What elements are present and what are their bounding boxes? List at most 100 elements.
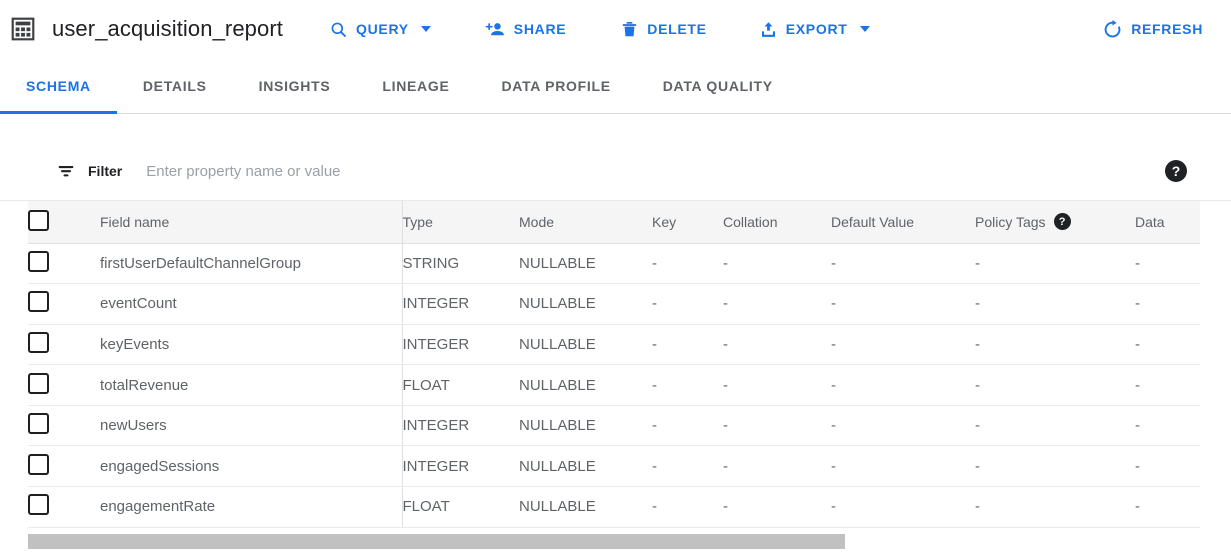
- row-select-cell: [28, 243, 100, 285]
- horizontal-scrollbar[interactable]: [28, 534, 1200, 549]
- query-button-label: QUERY: [356, 21, 409, 37]
- page-title: user_acquisition_report: [52, 16, 283, 41]
- table-header-row: Field name Type Mode Key Collation Defau…: [28, 201, 1200, 244]
- filter-label: Filter: [88, 163, 123, 179]
- row-select-cell: [28, 324, 100, 366]
- table-row[interactable]: totalRevenue FLOAT NULLABLE - - - - -: [28, 364, 1200, 406]
- tab-lineage[interactable]: LINEAGE: [356, 58, 475, 113]
- cell-policy-tags: -: [975, 364, 1135, 406]
- help-icon[interactable]: ?: [1165, 160, 1187, 182]
- row-checkbox[interactable]: [28, 291, 49, 313]
- row-checkbox[interactable]: [28, 372, 49, 394]
- cell-collation: -: [723, 486, 831, 528]
- tab-insights[interactable]: INSIGHTS: [233, 58, 357, 113]
- column-header-mode[interactable]: Mode: [519, 201, 652, 244]
- column-header-field-name[interactable]: Field name: [100, 201, 402, 244]
- cell-type: FLOAT: [402, 364, 519, 406]
- table-row[interactable]: newUsers INTEGER NULLABLE - - - - -: [28, 405, 1200, 447]
- table-row[interactable]: keyEvents INTEGER NULLABLE - - - - -: [28, 324, 1200, 366]
- policy-tags-help-icon[interactable]: ?: [1053, 213, 1071, 231]
- cell-type: INTEGER: [402, 445, 519, 488]
- cell-data: -: [1135, 283, 1200, 325]
- export-button-label: EXPORT: [785, 21, 848, 37]
- cell-field-name: engagedSessions: [100, 445, 402, 488]
- toolbar-right-group: REFRESH: [1090, 11, 1215, 48]
- filter-list-icon[interactable]: [56, 161, 76, 181]
- column-header-policy-tags-label: Policy Tags: [975, 213, 1046, 230]
- column-header-collation[interactable]: Collation: [723, 201, 831, 244]
- table-row[interactable]: engagementRate FLOAT NULLABLE - - - - -: [28, 486, 1200, 528]
- cell-collation: -: [723, 243, 831, 285]
- cell-policy-tags: -: [975, 243, 1135, 285]
- cell-data: -: [1135, 445, 1200, 488]
- cell-key: -: [652, 364, 723, 406]
- cell-default-value: -: [831, 364, 975, 406]
- cell-field-name: newUsers: [100, 405, 402, 447]
- upload-icon: [759, 20, 778, 39]
- column-header-default-value[interactable]: Default Value: [831, 201, 975, 244]
- cell-type: INTEGER: [402, 283, 519, 325]
- column-header-policy-tags[interactable]: Policy Tags ?: [975, 201, 1135, 244]
- tab-details[interactable]: DETAILS: [117, 58, 233, 113]
- cell-key: -: [652, 243, 723, 285]
- row-checkbox[interactable]: [28, 494, 49, 516]
- tab-data-profile[interactable]: DATA PROFILE: [476, 58, 637, 113]
- cell-type: FLOAT: [402, 486, 519, 528]
- refresh-button-label: REFRESH: [1131, 21, 1203, 37]
- table-row[interactable]: eventCount INTEGER NULLABLE - - - - -: [28, 283, 1200, 325]
- cell-default-value: -: [831, 486, 975, 528]
- tab-details-label: DETAILS: [142, 77, 207, 94]
- cell-mode: NULLABLE: [519, 243, 652, 285]
- export-button[interactable]: EXPORT: [747, 12, 882, 47]
- table-row[interactable]: firstUserDefaultChannelGroup STRING NULL…: [28, 243, 1200, 285]
- cell-field-name: firstUserDefaultChannelGroup: [100, 243, 402, 285]
- tab-schema[interactable]: SCHEMA: [0, 58, 117, 114]
- column-header-type[interactable]: Type: [402, 201, 519, 244]
- cell-type: INTEGER: [402, 405, 519, 447]
- cell-policy-tags: -: [975, 283, 1135, 325]
- cell-policy-tags: -: [975, 405, 1135, 447]
- cell-data: -: [1135, 486, 1200, 528]
- cell-collation: -: [723, 364, 831, 406]
- table-body: firstUserDefaultChannelGroup STRING NULL…: [28, 243, 1200, 528]
- cell-collation: -: [723, 445, 831, 488]
- cell-mode: NULLABLE: [519, 324, 652, 366]
- column-header-data[interactable]: Data: [1135, 201, 1200, 244]
- delete-button[interactable]: DELETE: [608, 12, 718, 47]
- row-checkbox[interactable]: [28, 453, 49, 475]
- cell-mode: NULLABLE: [519, 405, 652, 447]
- filter-input[interactable]: [144, 161, 1165, 181]
- cell-default-value: -: [831, 243, 975, 285]
- schema-table-area: Field name Type Mode Key Collation Defau…: [0, 201, 1231, 528]
- row-checkbox[interactable]: [28, 250, 49, 272]
- row-select-cell: [28, 445, 100, 488]
- row-select-cell: [28, 486, 100, 528]
- cell-field-name: keyEvents: [100, 324, 402, 366]
- horizontal-scrollbar-thumb[interactable]: [28, 534, 845, 549]
- cell-policy-tags: -: [975, 445, 1135, 488]
- chevron-down-icon: [420, 26, 431, 32]
- filter-bar: Filter ?: [0, 142, 1231, 201]
- tab-data-quality[interactable]: DATA QUALITY: [637, 58, 799, 113]
- share-button[interactable]: SHARE: [473, 12, 579, 47]
- table-row[interactable]: engagedSessions INTEGER NULLABLE - - - -…: [28, 445, 1200, 488]
- cell-key: -: [652, 324, 723, 366]
- select-all-checkbox[interactable]: [28, 209, 49, 231]
- refresh-button[interactable]: REFRESH: [1090, 11, 1215, 48]
- cell-data: -: [1135, 364, 1200, 406]
- row-select-cell: [28, 364, 100, 406]
- cell-type: STRING: [402, 243, 519, 285]
- cell-collation: -: [723, 324, 831, 366]
- cell-mode: NULLABLE: [519, 445, 652, 488]
- cell-data: -: [1135, 243, 1200, 285]
- column-header-key[interactable]: Key: [652, 201, 723, 244]
- row-checkbox[interactable]: [28, 331, 49, 353]
- row-checkbox[interactable]: [28, 413, 49, 435]
- select-all-header: [28, 201, 100, 244]
- cell-field-name: eventCount: [100, 283, 402, 325]
- cell-key: -: [652, 283, 723, 325]
- row-select-cell: [28, 405, 100, 447]
- query-button[interactable]: QUERY: [317, 12, 443, 47]
- cell-default-value: -: [831, 445, 975, 488]
- schema-table: Field name Type Mode Key Collation Defau…: [28, 201, 1200, 528]
